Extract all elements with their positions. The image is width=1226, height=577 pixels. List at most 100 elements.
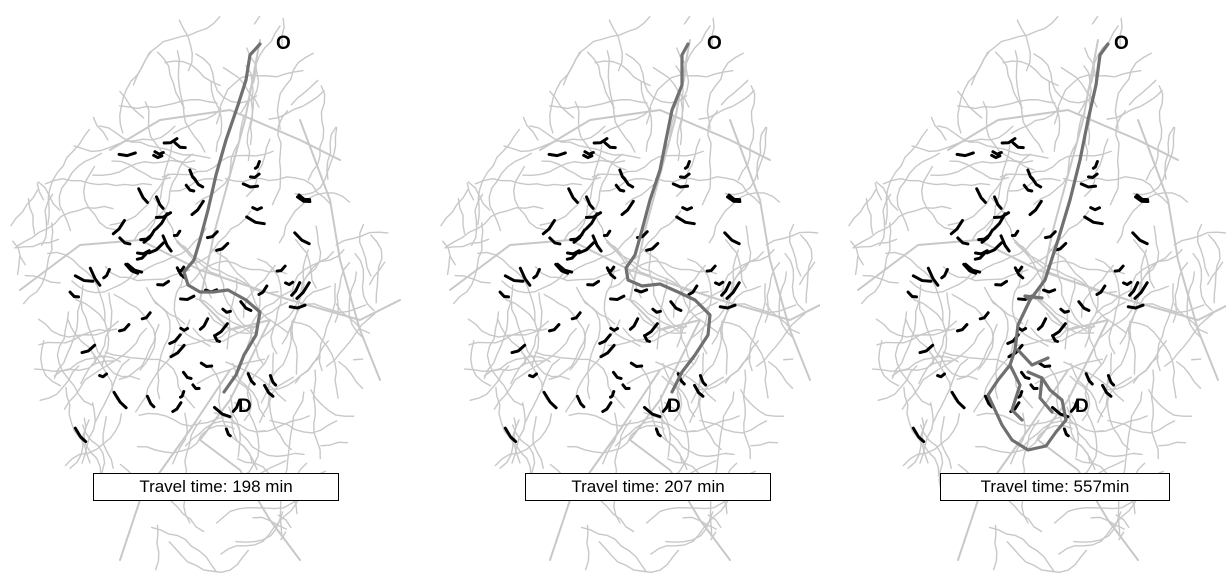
disrupted-link — [614, 183, 626, 193]
road — [268, 376, 295, 451]
disrupted-link — [575, 394, 586, 409]
disrupted-link — [723, 231, 741, 246]
disrupted-link — [190, 199, 205, 217]
road — [477, 128, 520, 226]
disrupted-link — [1017, 390, 1024, 399]
disrupted-link — [293, 231, 311, 246]
disrupted-link — [687, 284, 699, 296]
road — [1176, 361, 1202, 390]
road — [905, 318, 935, 365]
route-branch — [1016, 348, 1050, 367]
road — [699, 419, 768, 434]
disrupted-link — [140, 311, 152, 321]
road — [645, 70, 734, 125]
disrupted-link — [1010, 229, 1020, 237]
road — [643, 412, 735, 458]
road — [58, 152, 103, 232]
disrupted-link — [1037, 361, 1052, 369]
road — [294, 126, 338, 196]
road — [268, 356, 321, 391]
road — [956, 99, 1056, 110]
disrupted-link — [1051, 322, 1067, 338]
disrupted-link — [1089, 206, 1101, 212]
road — [1006, 541, 1088, 573]
road — [46, 251, 106, 322]
disrupted-link — [582, 153, 594, 160]
road — [756, 126, 767, 180]
disrupted-link — [1029, 383, 1039, 391]
road — [625, 53, 688, 104]
travel-time-box: Travel time: 207 min — [525, 473, 771, 501]
road — [178, 19, 193, 72]
road — [280, 531, 287, 541]
disrupted-link — [621, 383, 631, 391]
road — [195, 53, 258, 104]
road — [765, 303, 801, 334]
disrupted-links — [68, 137, 312, 444]
trunk-road — [19, 239, 401, 321]
road — [1116, 192, 1189, 244]
road — [92, 116, 109, 141]
road — [654, 176, 762, 205]
disrupted-link — [720, 281, 732, 297]
disrupted-link — [503, 426, 518, 444]
disrupted-link — [1128, 281, 1140, 297]
road — [1096, 352, 1113, 424]
road — [494, 413, 553, 467]
origin-label: O — [1114, 33, 1129, 54]
disrupted-link — [994, 279, 1009, 287]
disrupted-link — [591, 234, 603, 253]
road — [784, 252, 805, 312]
road — [210, 81, 223, 152]
road — [291, 248, 345, 302]
road — [210, 248, 289, 334]
trunk-road — [539, 109, 771, 161]
road — [854, 255, 859, 276]
disrupted-link — [1095, 284, 1107, 296]
disrupted-link — [1086, 172, 1099, 179]
road — [118, 323, 160, 380]
disrupted-link — [191, 383, 201, 391]
road — [291, 321, 339, 399]
road — [215, 498, 301, 524]
road — [522, 116, 539, 141]
road — [882, 178, 991, 187]
disrupted-link — [173, 141, 187, 150]
road — [971, 153, 1032, 242]
disrupted-link — [263, 383, 275, 398]
road — [281, 17, 285, 46]
road — [102, 415, 114, 469]
road — [528, 125, 641, 159]
disrupted-link — [188, 168, 197, 182]
road — [497, 318, 527, 365]
road — [510, 292, 543, 385]
road — [921, 165, 955, 231]
disrupted-link — [117, 151, 137, 158]
road — [688, 225, 752, 314]
destination-label: D — [238, 396, 252, 417]
road — [957, 51, 990, 134]
disrupted-link — [73, 274, 95, 283]
road — [132, 16, 221, 86]
road — [765, 231, 819, 246]
road-network-map-3 — [848, 15, 1226, 573]
disrupted-link — [1062, 427, 1070, 438]
road — [768, 361, 794, 390]
road — [1069, 362, 1104, 418]
road — [798, 261, 816, 286]
road — [940, 415, 952, 469]
road — [706, 52, 744, 130]
road — [656, 277, 668, 350]
disrupted-link — [295, 281, 311, 300]
road — [246, 138, 271, 197]
disrupted-link — [714, 280, 725, 287]
road — [896, 152, 941, 232]
road — [865, 197, 874, 235]
disrupted-link — [548, 323, 561, 333]
disrupted-link — [290, 281, 302, 297]
road — [156, 51, 185, 109]
trunk-road — [857, 239, 1226, 321]
road — [713, 391, 735, 480]
road — [982, 101, 1034, 164]
road — [894, 311, 931, 406]
